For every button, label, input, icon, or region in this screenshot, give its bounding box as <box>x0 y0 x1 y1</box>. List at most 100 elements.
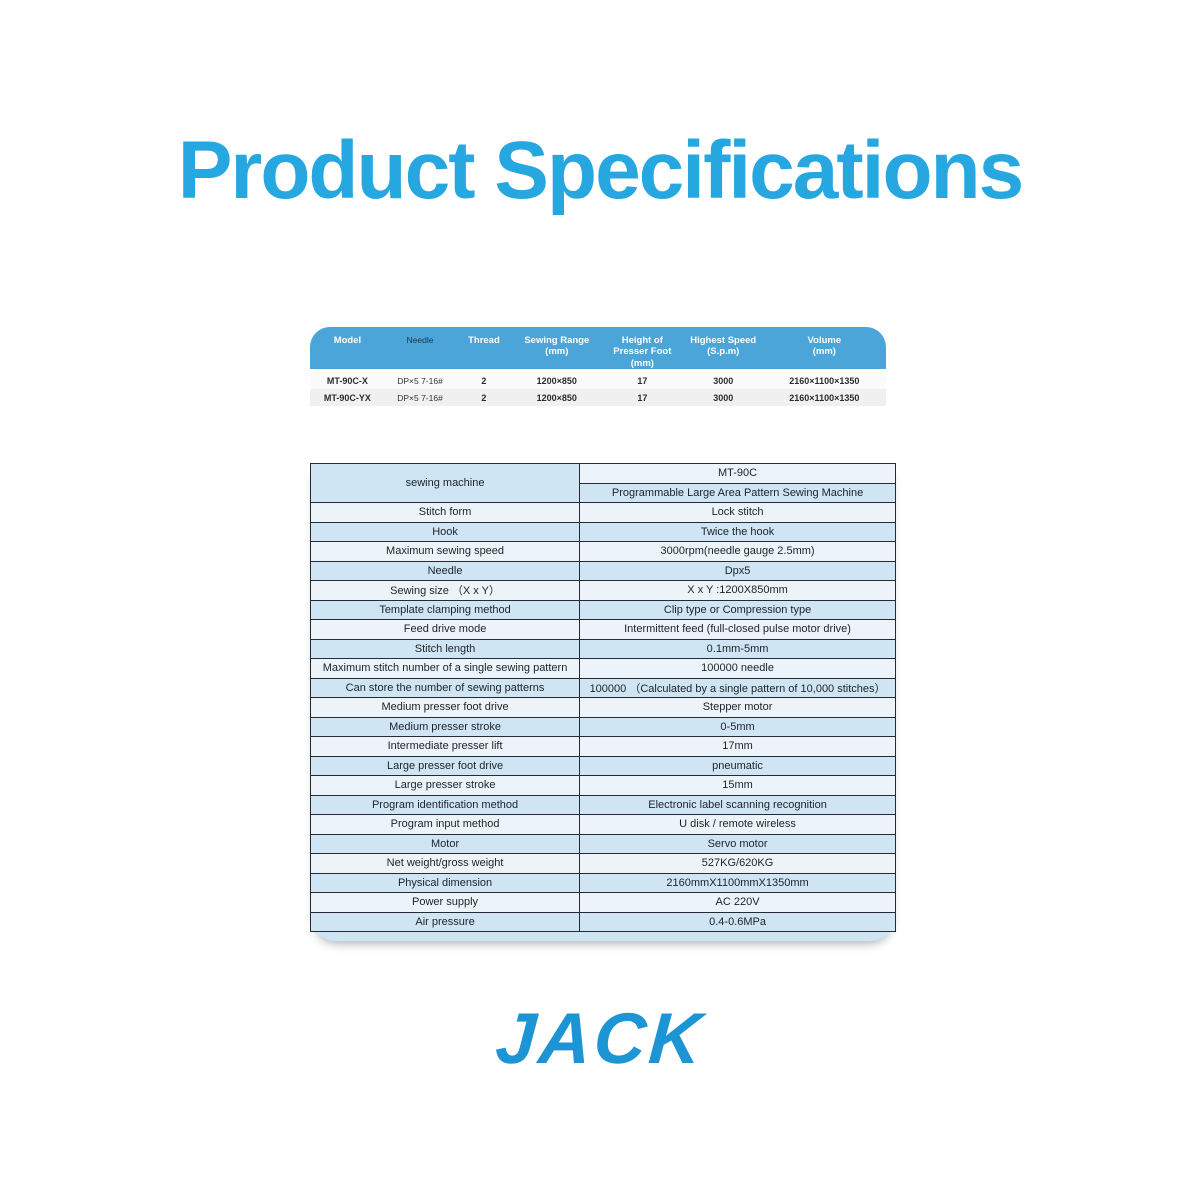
table-row: MT-90C-YX DP×5 7-16# 2 1200×850 17 3000 … <box>310 389 886 406</box>
cell-machine-name: Programmable Large Area Pattern Sewing M… <box>579 482 896 503</box>
page-title: Product Specifications <box>177 125 1025 216</box>
cell-needle: DP×5 7-16# <box>397 375 443 386</box>
cell-value: 15mm <box>579 775 896 796</box>
cell-label: Intermediate presser lift <box>309 736 581 757</box>
cell-label: Needle <box>309 560 581 581</box>
model-table-body: MT-90C-X DP×5 7-16# 2 1200×850 17 3000 2… <box>310 372 886 406</box>
cell-value: 3000rpm(needle gauge 2.5mm) <box>579 541 896 562</box>
cell-value: 0.1mm-5mm <box>579 638 896 659</box>
header-thread: Thread <box>468 335 500 346</box>
cell-speed: 3000 <box>713 375 734 386</box>
cell-thread: 2 <box>481 375 487 386</box>
cell-value: AC 220V <box>579 892 896 913</box>
cell-value: 100000 （Calculated by a single pattern o… <box>579 677 896 698</box>
table-row: Maximum stitch number of a single sewing… <box>309 658 896 679</box>
header-model: Model <box>333 335 362 346</box>
cell-value: Twice the hook <box>579 521 896 542</box>
cell-volume: 2160×1100×1350 <box>789 392 860 403</box>
table-row: Physical dimension 2160mmX1100mmX1350mm <box>309 872 896 893</box>
table-row: sewing machine MT-90C <box>309 463 896 503</box>
cell-value: 0.4-0.6MPa <box>579 911 896 932</box>
cell-label: Net weight/gross weight <box>309 853 581 874</box>
cell-label: Large presser foot drive <box>309 755 581 776</box>
header-volume: Volume (mm) <box>807 335 842 358</box>
cell-label: Can store the number of sewing patterns <box>309 677 581 698</box>
table-row: Net weight/gross weight 527KG/620KG <box>309 853 896 874</box>
cell-value: U disk / remote wireless <box>579 814 896 835</box>
cell-label: Hook <box>309 521 581 542</box>
cell-label: Feed drive mode <box>309 619 581 640</box>
cell-label: Medium presser foot drive <box>309 697 581 718</box>
table-row: Template clamping method Clip type or Co… <box>309 599 896 620</box>
cell-value: Lock stitch <box>579 502 896 523</box>
cell-value: 527KG/620KG <box>579 853 896 874</box>
cell-value: Electronic label scanning recognition <box>579 794 896 815</box>
cell-needle: DP×5 7-16# <box>397 392 443 403</box>
cell-value: Servo motor <box>579 833 896 854</box>
cell-speed: 3000 <box>713 392 734 403</box>
cell-value: Clip type or Compression type <box>579 599 896 620</box>
cell-value: Stepper motor <box>579 697 896 718</box>
table-row: Air pressure 0.4-0.6MPa <box>309 911 896 932</box>
table-row: Medium presser stroke 0-5mm <box>309 716 896 737</box>
spec-table-card: sewing machine MT-90C Programmable Large… <box>309 463 896 941</box>
cell-thread: 2 <box>481 392 487 403</box>
cell-label: Program input method <box>309 814 581 835</box>
table-row: Program input method U disk / remote wir… <box>309 814 896 835</box>
cell-value: X x Y :1200X850mm <box>579 580 896 601</box>
table-row: Hook Twice the hook <box>309 521 896 542</box>
table-row: Stitch length 0.1mm-5mm <box>309 638 896 659</box>
cell-machine-model: MT-90C <box>579 463 896 484</box>
table-row: Feed drive mode Intermittent feed (full-… <box>309 619 896 640</box>
table-row: Can store the number of sewing patterns … <box>309 677 896 698</box>
table-row: Large presser foot drive pneumatic <box>309 755 896 776</box>
cell-label: Maximum stitch number of a single sewing… <box>309 658 581 679</box>
cell-foot: 17 <box>637 392 648 403</box>
cell-label: Stitch length <box>309 638 581 659</box>
cell-label: Stitch form <box>309 502 581 523</box>
table-row: Intermediate presser lift 17mm <box>309 736 896 757</box>
table-row: Large presser stroke 15mm <box>309 775 896 796</box>
cell-label: Power supply <box>309 892 581 913</box>
cell-volume: 2160×1100×1350 <box>789 375 860 386</box>
cell-label: Program identification method <box>309 794 581 815</box>
table-row: Medium presser foot drive Stepper motor <box>309 697 896 718</box>
jack-brand-logo: JACK <box>493 999 707 1079</box>
table-row: Program identification method Electronic… <box>309 794 896 815</box>
header-needle: Needle <box>406 335 434 345</box>
table-row: Motor Servo motor <box>309 833 896 854</box>
cell-label: Physical dimension <box>309 872 581 893</box>
cell-foot: 17 <box>637 375 648 386</box>
cell-label: Air pressure <box>309 911 581 932</box>
cell-label: Sewing size （X x Y） <box>309 580 581 601</box>
cell-label: Large presser stroke <box>309 775 581 796</box>
table-row: Stitch form Lock stitch <box>309 502 896 523</box>
table-row: MT-90C-X DP×5 7-16# 2 1200×850 17 3000 2… <box>310 372 886 389</box>
table-row: Power supply AC 220V <box>309 892 896 913</box>
cell-label: Template clamping method <box>309 599 581 620</box>
cell-value: 100000 needle <box>579 658 896 679</box>
cell-value: 0-5mm <box>579 716 896 737</box>
cell-range: 1200×850 <box>536 392 577 403</box>
cell-value: 17mm <box>579 736 896 757</box>
cell-label: Medium presser stroke <box>309 716 581 737</box>
cell-label: Motor <box>309 833 581 854</box>
table-row: Needle Dpx5 <box>309 560 896 581</box>
cell-label: Maximum sewing speed <box>309 541 581 562</box>
cell-value: Dpx5 <box>579 560 896 581</box>
header-sewing-range: Sewing Range (mm) <box>524 335 590 358</box>
header-presser-foot: Height of Presser Foot (mm) <box>613 335 672 369</box>
model-table-header: Model Needle Thread Sewing Range (mm) He… <box>310 327 886 369</box>
cell-value: Intermittent feed (full-closed pulse mot… <box>579 619 896 640</box>
cell-model: MT-90C-YX <box>323 392 371 403</box>
spec-table: sewing machine MT-90C Programmable Large… <box>309 463 896 932</box>
table-row: Sewing size （X x Y） X x Y :1200X850mm <box>309 580 896 601</box>
table-row: Programmable Large Area Pattern Sewing M… <box>311 482 896 503</box>
model-table: Model Needle Thread Sewing Range (mm) He… <box>310 327 886 406</box>
cell-value: pneumatic <box>579 755 896 776</box>
cell-model: MT-90C-X <box>326 375 368 386</box>
cell-machine-label: sewing machine <box>309 463 581 503</box>
header-highest-speed: Highest Speed (S.p.m) <box>690 335 757 358</box>
table-row: Maximum sewing speed 3000rpm(needle gaug… <box>309 541 896 562</box>
